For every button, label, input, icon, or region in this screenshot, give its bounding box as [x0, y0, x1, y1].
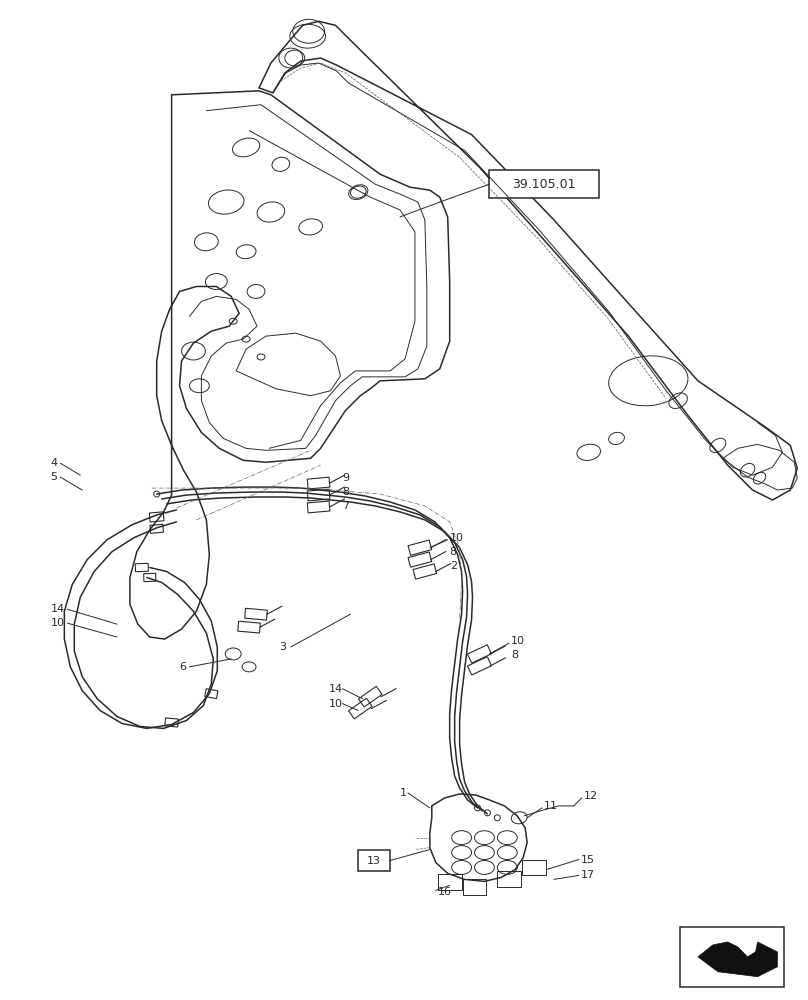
Text: 14: 14 — [50, 604, 65, 614]
Bar — [468, 657, 491, 675]
Bar — [358, 850, 390, 871]
Text: 10: 10 — [511, 636, 525, 646]
Bar — [135, 563, 149, 572]
Text: 8: 8 — [343, 487, 350, 497]
Text: 9: 9 — [343, 473, 350, 483]
Bar — [307, 477, 330, 489]
Text: 8: 8 — [450, 547, 457, 557]
Bar — [498, 871, 521, 887]
Bar — [680, 927, 785, 987]
Bar — [245, 608, 267, 620]
Text: 11: 11 — [544, 801, 558, 811]
Bar — [348, 698, 372, 719]
Text: 13: 13 — [367, 856, 381, 866]
Bar — [359, 686, 382, 707]
Bar — [413, 564, 436, 579]
Bar — [468, 645, 491, 663]
Text: 10: 10 — [450, 533, 464, 543]
Text: 6: 6 — [179, 662, 187, 672]
Text: 5: 5 — [50, 472, 57, 482]
Bar — [307, 501, 330, 513]
Text: 12: 12 — [583, 791, 598, 801]
Text: 39.105.01: 39.105.01 — [512, 178, 576, 191]
Bar — [149, 512, 164, 522]
Text: 17: 17 — [581, 870, 595, 880]
Bar — [165, 718, 179, 727]
Text: 14: 14 — [329, 684, 343, 694]
Text: 3: 3 — [279, 642, 286, 652]
Bar — [408, 540, 431, 555]
Bar — [204, 689, 218, 699]
Text: 10: 10 — [329, 699, 343, 709]
Text: 8: 8 — [511, 650, 519, 660]
Bar — [463, 879, 486, 895]
Text: 1: 1 — [400, 788, 407, 798]
Bar — [144, 573, 156, 582]
Bar — [238, 621, 260, 633]
Bar — [490, 170, 599, 198]
Text: 10: 10 — [50, 618, 65, 628]
Text: 16: 16 — [438, 887, 452, 897]
Bar — [408, 552, 431, 567]
Text: 15: 15 — [581, 855, 595, 865]
Bar — [522, 860, 546, 875]
Bar — [438, 874, 461, 890]
Text: 4: 4 — [50, 458, 57, 468]
Bar — [307, 489, 330, 501]
Polygon shape — [698, 942, 777, 977]
Bar — [150, 524, 163, 533]
Text: 7: 7 — [343, 501, 350, 511]
Text: 2: 2 — [450, 561, 457, 571]
